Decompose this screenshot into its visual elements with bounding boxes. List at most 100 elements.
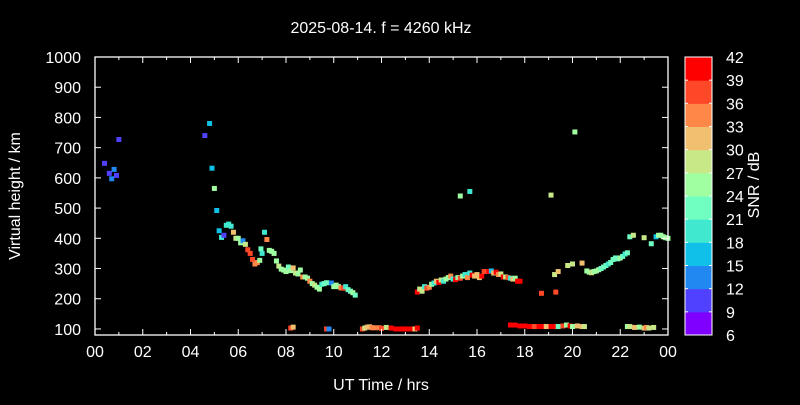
data-point — [297, 267, 303, 273]
data-point — [106, 170, 112, 176]
colorbar-tick-label: 12 — [726, 282, 744, 299]
y-tick-label: 200 — [54, 292, 81, 309]
data-point — [548, 192, 554, 198]
data-point — [498, 271, 504, 277]
data-point — [371, 325, 377, 331]
colorbar-swatch — [685, 288, 712, 313]
axes: 00 02 04 06 08 10 12 14 16 18 20 22 00 100 200 300 400 50… — [45, 50, 677, 361]
y-tick-label: 1000 — [45, 50, 81, 67]
data-point — [240, 238, 246, 244]
data-point — [304, 275, 310, 281]
data-point — [627, 324, 633, 330]
data-point — [326, 326, 332, 332]
x-tick-label: 00 — [86, 344, 104, 361]
data-point — [419, 288, 425, 294]
data-point — [230, 229, 236, 235]
y-tick-label: 100 — [54, 322, 81, 339]
data-point — [295, 271, 301, 277]
data-point — [572, 129, 578, 135]
x-tick-label: 02 — [134, 344, 152, 361]
data-point — [632, 324, 638, 330]
x-tick-label: 14 — [420, 344, 438, 361]
colorbar-tick-label: 42 — [726, 50, 744, 67]
data-point — [202, 133, 208, 139]
data-point — [343, 284, 349, 290]
colorbar-label: SNR / dB — [746, 152, 763, 219]
data-point — [285, 264, 291, 270]
data-point — [570, 324, 575, 330]
x-tick-label: 12 — [373, 344, 391, 361]
y-tick-label: 800 — [54, 110, 81, 127]
data-point — [646, 325, 652, 331]
colorbar-swatch — [685, 80, 712, 104]
data-point — [517, 278, 523, 284]
data-point — [507, 322, 513, 328]
x-tick-label: 08 — [277, 344, 295, 361]
data-point — [630, 232, 636, 238]
data-point — [228, 223, 234, 229]
colorbar-swatch — [685, 265, 712, 290]
data-point — [242, 241, 248, 247]
data-point — [548, 324, 554, 330]
chart-title: 2025-08-14. f = 4260 kHz — [290, 20, 471, 37]
data-point — [641, 235, 647, 241]
data-point — [552, 272, 558, 278]
data-point — [555, 269, 561, 275]
data-point — [538, 290, 544, 296]
colorbar-tick-label: 30 — [726, 143, 744, 160]
data-point — [283, 269, 289, 275]
data-point — [555, 324, 561, 330]
data-point — [276, 263, 282, 269]
colorbar-swatch — [685, 196, 712, 220]
data-point — [464, 275, 470, 281]
data-point — [262, 229, 268, 235]
colorbar-tick-label: 33 — [726, 120, 744, 137]
data-point — [207, 120, 213, 126]
data-point — [579, 260, 585, 266]
colorbar: 6 9 12 15 18 21 24 27 30 33 36 39 42 — [684, 50, 744, 345]
data-point — [290, 265, 296, 271]
colorbar-swatch — [685, 103, 712, 127]
data-point — [608, 259, 614, 265]
data-point — [113, 172, 119, 178]
y-tick-label: 900 — [54, 80, 81, 97]
x-tick-label: 18 — [516, 344, 534, 361]
data-point — [512, 275, 518, 281]
data-point — [627, 234, 633, 240]
data-point — [216, 228, 222, 234]
data-point — [522, 323, 528, 329]
data-point — [462, 272, 468, 278]
x-tick-label: 10 — [325, 344, 343, 361]
colorbar-swatch — [685, 149, 712, 174]
data-point — [393, 326, 399, 332]
data-point — [553, 289, 559, 295]
data-point — [448, 273, 454, 279]
colorbar-swatch — [685, 242, 712, 266]
colorbar-swatch — [685, 219, 712, 243]
data-point — [624, 250, 630, 256]
x-tick-label: 06 — [229, 344, 247, 361]
data-point — [527, 324, 533, 330]
y-tick-label: 600 — [54, 171, 81, 188]
data-point — [426, 284, 432, 290]
data-point — [564, 322, 570, 328]
colorbar-tick-label: 6 — [726, 328, 735, 345]
colorbar-swatch — [685, 126, 712, 151]
plot-frame — [94, 56, 669, 336]
data-point — [565, 263, 571, 268]
colorbar-tick-label: 15 — [726, 259, 744, 276]
data-point — [407, 326, 413, 332]
data-point — [543, 324, 549, 330]
data-point — [570, 261, 575, 267]
data-points — [102, 120, 671, 332]
y-tick-label: 500 — [54, 201, 81, 218]
data-point — [264, 237, 270, 243]
x-tick-label: 22 — [611, 344, 629, 361]
data-point — [383, 324, 389, 330]
data-point — [109, 176, 115, 182]
data-point — [235, 235, 241, 241]
data-point — [651, 324, 657, 330]
data-point — [414, 325, 420, 331]
data-point — [209, 165, 215, 171]
